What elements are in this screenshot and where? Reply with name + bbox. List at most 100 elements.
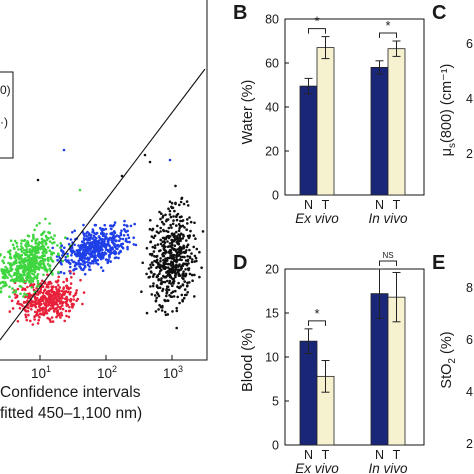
scatter-point [154, 299, 158, 302]
scatter-point [160, 277, 163, 280]
scatter-x-tick-label-3: 103 [163, 364, 183, 381]
scatter-point [166, 240, 169, 243]
scatter-point [161, 287, 165, 291]
scatter-point [175, 224, 178, 227]
scatter-point [68, 305, 71, 309]
scatter-point [30, 251, 34, 255]
scatter-point [22, 270, 25, 274]
scatter-point [46, 268, 49, 272]
significance-label: * [385, 18, 390, 33]
scatter-point [180, 225, 183, 228]
scatter-point [178, 252, 182, 255]
scatter-point [177, 265, 180, 268]
scatter-point [71, 231, 74, 234]
scatter-point [168, 242, 172, 245]
scatter-point [64, 236, 67, 239]
scatter-point [182, 296, 186, 300]
panel-c: C μs(800) (cm⁻¹) 6 4 2 [432, 2, 473, 161]
scatter-point [183, 288, 187, 291]
scatter-point [37, 298, 41, 302]
scatter-point [181, 237, 184, 240]
scatter-point [159, 257, 162, 260]
scatter-point [29, 294, 32, 298]
scatter-point [180, 232, 183, 236]
tick-exponent: 1 [46, 364, 51, 374]
scatter-point [43, 282, 47, 285]
scatter-point [30, 258, 34, 262]
scatter-point [48, 267, 52, 271]
panel-e-ylabel-main: StO [439, 364, 455, 389]
scatter-point [33, 264, 37, 267]
scatter-point [41, 295, 44, 298]
group-label: In vivo [368, 211, 408, 226]
scatter-point [169, 223, 172, 227]
scatter-point [161, 244, 164, 248]
scatter-point [175, 306, 178, 310]
scatter-point [23, 264, 26, 267]
scatter-point [156, 224, 159, 228]
scatter-point [100, 238, 104, 242]
scatter-point [19, 292, 22, 296]
scatter-point [16, 264, 19, 268]
scatter-point [4, 265, 7, 269]
scatter-point [72, 260, 76, 264]
scatter-point [36, 322, 40, 325]
scatter-point [92, 261, 95, 265]
scatter-point [21, 287, 25, 290]
scatter-point [22, 251, 26, 255]
scatter-point [113, 221, 117, 224]
scatter-point [171, 310, 174, 313]
bar-N [299, 85, 318, 196]
scatter-point [171, 277, 174, 281]
scatter-point [24, 253, 28, 257]
legend-fragment-1: 0) [0, 83, 11, 97]
scatter-point [174, 237, 178, 241]
scatter-point [108, 255, 111, 259]
scatter-point [82, 251, 86, 255]
scatter-point [171, 233, 175, 237]
scatter-point [79, 278, 82, 282]
scatter-point [175, 309, 179, 313]
scatter-point [177, 223, 181, 226]
scatter-point [159, 238, 162, 242]
scatter-point [166, 234, 169, 238]
scatter-point [174, 266, 178, 269]
scatter-point [113, 231, 117, 235]
scatter-point [198, 275, 201, 279]
scatter-point [186, 218, 189, 221]
scatter-point [27, 313, 30, 317]
scatter-point [186, 234, 190, 238]
scatter-point [181, 264, 185, 268]
scatter-xlabel-line1: Confidence intervals [0, 384, 141, 401]
scatter-point [8, 295, 11, 299]
scatter-point [89, 233, 93, 237]
panel-c-ylabel-mu: μ [439, 148, 455, 156]
scatter-point [60, 289, 63, 293]
scatter-point [74, 291, 78, 295]
scatter-point [177, 270, 180, 274]
scatter-point [141, 261, 144, 265]
scatter-point [165, 290, 169, 294]
scatter-point [174, 289, 177, 293]
scatter-point [103, 223, 106, 227]
scatter-point [78, 262, 82, 266]
scatter-point [153, 244, 157, 247]
scatter-point [149, 266, 153, 269]
scatter-point [97, 250, 101, 253]
scatter-point [68, 292, 72, 296]
scatter-point [164, 276, 167, 279]
scatter-point [21, 278, 25, 281]
scatter-point [167, 236, 171, 240]
scatter-point [52, 251, 56, 255]
bar-label-T: T [322, 448, 330, 462]
scatter-point [96, 263, 100, 266]
scatter-point [13, 293, 17, 296]
scatter-point [111, 236, 114, 240]
scatter-point [156, 274, 160, 278]
scatter-point [175, 218, 179, 222]
scatter-point [106, 243, 109, 246]
scatter-point [26, 240, 29, 243]
scatter-point [96, 258, 99, 262]
bar-label-N: N [375, 448, 384, 462]
